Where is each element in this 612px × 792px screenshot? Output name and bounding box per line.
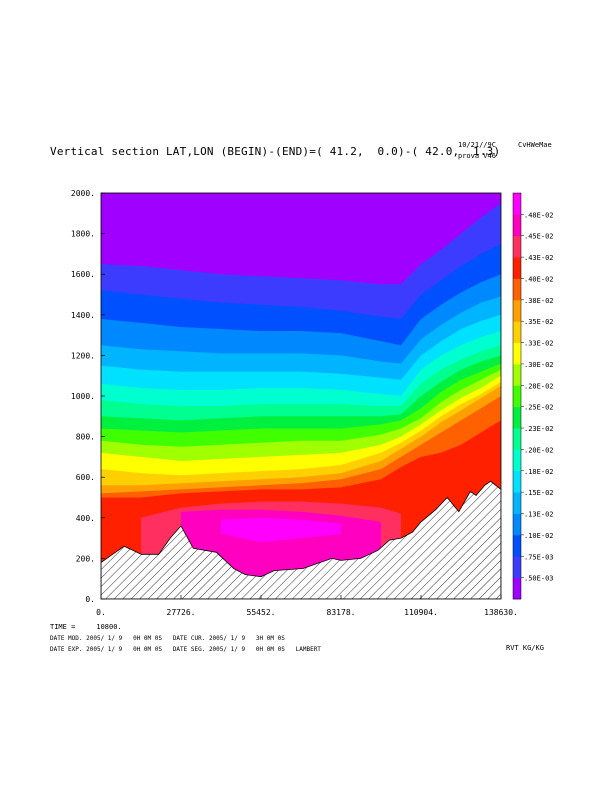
y-tick-label: 0. (85, 595, 95, 604)
colorbar-swatch (513, 278, 521, 301)
colorbar-label: .48E-02 (524, 211, 554, 219)
x-tick-label: 0. (96, 608, 106, 617)
colorbar-swatch (513, 321, 521, 343)
colorbar-label: .20E-02 (524, 446, 554, 454)
colorbar-swatch (513, 470, 521, 493)
y-tick-label: 1800. (71, 230, 95, 239)
time-label: TIME = 10800. (50, 623, 122, 631)
colorbar-swatch (513, 385, 521, 408)
colorbar-label: .18E-02 (524, 468, 554, 476)
colorbar-swatch (513, 513, 521, 536)
colorbar-label: .35E-02 (524, 318, 554, 326)
y-axis-ticks: 0. 200. 400. 600. 800. 1000. 1200. 1400. 1600. 18… (71, 189, 105, 604)
run-label: prova V46 (458, 152, 496, 160)
colorbar-label: .33E-02 (524, 340, 554, 348)
chart-title: Vertical section LAT,LON (BEGIN)-(END)=(… (50, 145, 501, 158)
colorbar-label: .43E-02 (524, 254, 554, 262)
colorbar-label: .30E-02 (524, 361, 554, 369)
colorbar-swatch (513, 556, 521, 579)
date-top-label: 10/21//9C (458, 141, 496, 149)
colorbar: .50E-03 .75E-03 .10E-02 .13E-02 .15E-02 .18E-… (512, 192, 554, 600)
colorbar-swatch (513, 299, 521, 322)
colorbar-swatch (513, 449, 521, 472)
colorbar-swatch (513, 214, 521, 237)
colorbar-label: .40E-02 (524, 275, 554, 283)
colorbar-swatch (513, 193, 521, 215)
x-tick-label: 55452. (247, 608, 276, 617)
y-tick-label: 400. (76, 514, 95, 523)
y-tick-label: 1000. (71, 392, 95, 401)
colorbar-label: .28E-02 (524, 382, 554, 390)
colorbar-label: .15E-02 (524, 489, 554, 497)
colorbar-swatch (513, 534, 521, 557)
y-tick-label: 200. (76, 554, 95, 563)
colorbar-swatch (513, 577, 521, 600)
y-tick-label: 1200. (71, 351, 95, 360)
colorbar-label: .13E-02 (524, 511, 554, 519)
colorbar-swatch (513, 342, 521, 365)
date-info-line-1: DATE MOD. 2005/ 1/ 9 0H 0M 0S DATE CUR. … (50, 635, 285, 642)
terrain-profile (101, 480, 501, 599)
colorbar-swatch (513, 257, 521, 279)
x-tick-label: 27726. (167, 608, 196, 617)
x-axis-ticks: 0. 27726. 55452. 83178. 110904. 138630. (96, 595, 518, 617)
y-tick-label: 600. (76, 473, 95, 482)
y-tick-label: 800. (76, 433, 95, 442)
colorbar-swatch (513, 235, 521, 258)
colorbar-label: .75E-03 (524, 553, 554, 561)
date-info-line-2: DATE EXP. 2005/ 1/ 9 0H 0M 0S DATE SEG. … (50, 646, 321, 653)
colorbar-label: .23E-02 (524, 425, 554, 433)
colorbar-swatch (513, 428, 521, 450)
terrain-hatch (101, 480, 501, 599)
colorbar-label: .10E-02 (524, 532, 554, 540)
colorbar-label: .50E-03 (524, 575, 554, 583)
colorbar-label: .38E-02 (524, 297, 554, 305)
x-tick-label: 110904. (404, 608, 438, 617)
contour-band (221, 517, 341, 543)
colorbar-swatch (513, 406, 521, 429)
x-tick-label: 83178. (327, 608, 356, 617)
x-tick-label: 138630. (484, 608, 518, 617)
colorbar-frame (512, 192, 522, 600)
colorbar-swatch (513, 492, 521, 514)
colorbar-label: .45E-02 (524, 233, 554, 241)
y-tick-label: 1600. (71, 270, 95, 279)
colorbar-label: .25E-02 (524, 404, 554, 412)
colorbar-swatch (513, 363, 521, 386)
y-tick-label: 1400. (71, 311, 95, 320)
y-tick-label: 2000. (71, 189, 95, 198)
units-label: RVT KG/KG (506, 644, 544, 652)
subtitle-right-label: CvHWeMae (518, 141, 552, 149)
